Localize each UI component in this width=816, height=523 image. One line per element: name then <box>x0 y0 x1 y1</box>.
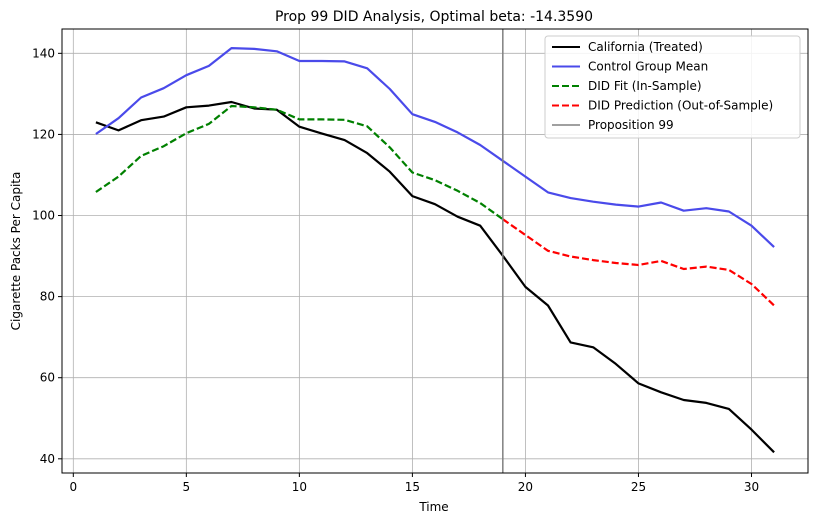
x-tick-label: 10 <box>292 480 307 494</box>
legend-label: California (Treated) <box>588 40 703 54</box>
y-tick-label: 120 <box>32 127 55 141</box>
legend-label: Control Group Mean <box>588 60 708 74</box>
axes-frame <box>61 28 809 474</box>
series-line-0 <box>95 100 775 454</box>
x-tick-label: 30 <box>744 480 759 494</box>
y-tick-label: 100 <box>32 209 55 223</box>
y-tick-label: 60 <box>40 371 55 385</box>
x-tick-label: 0 <box>69 480 77 494</box>
y-axis-label: Cigarette Packs Per Capita <box>9 172 23 331</box>
chart-title: Prop 99 DID Analysis, Optimal beta: -14.… <box>275 9 593 25</box>
x-tick-label: 20 <box>518 480 533 494</box>
legend-label: Proposition 99 <box>588 118 674 132</box>
y-tick-label: 40 <box>40 452 55 466</box>
series-line-1 <box>95 46 775 248</box>
x-tick-label: 25 <box>631 480 646 494</box>
x-tick-label: 5 <box>183 480 191 494</box>
series-line-2 <box>95 104 504 221</box>
x-tick-label: 15 <box>405 480 420 494</box>
legend-box <box>544 35 801 139</box>
ticks: 0 5 10 15 20 25 30 40 60 80 100 120 140 <box>32 46 759 494</box>
plot-area <box>95 29 775 473</box>
legend-label: DID Prediction (Out-of-Sample) <box>588 99 773 113</box>
legend: California (Treated) Control Group Mean DI… <box>544 35 801 139</box>
y-tick-label: 140 <box>32 46 55 60</box>
y-tick-label: 80 <box>40 290 55 304</box>
legend-label: DID Fit (In-Sample) <box>588 79 702 93</box>
x-axis-label: Time <box>418 500 448 514</box>
series-line-3 <box>502 218 775 307</box>
